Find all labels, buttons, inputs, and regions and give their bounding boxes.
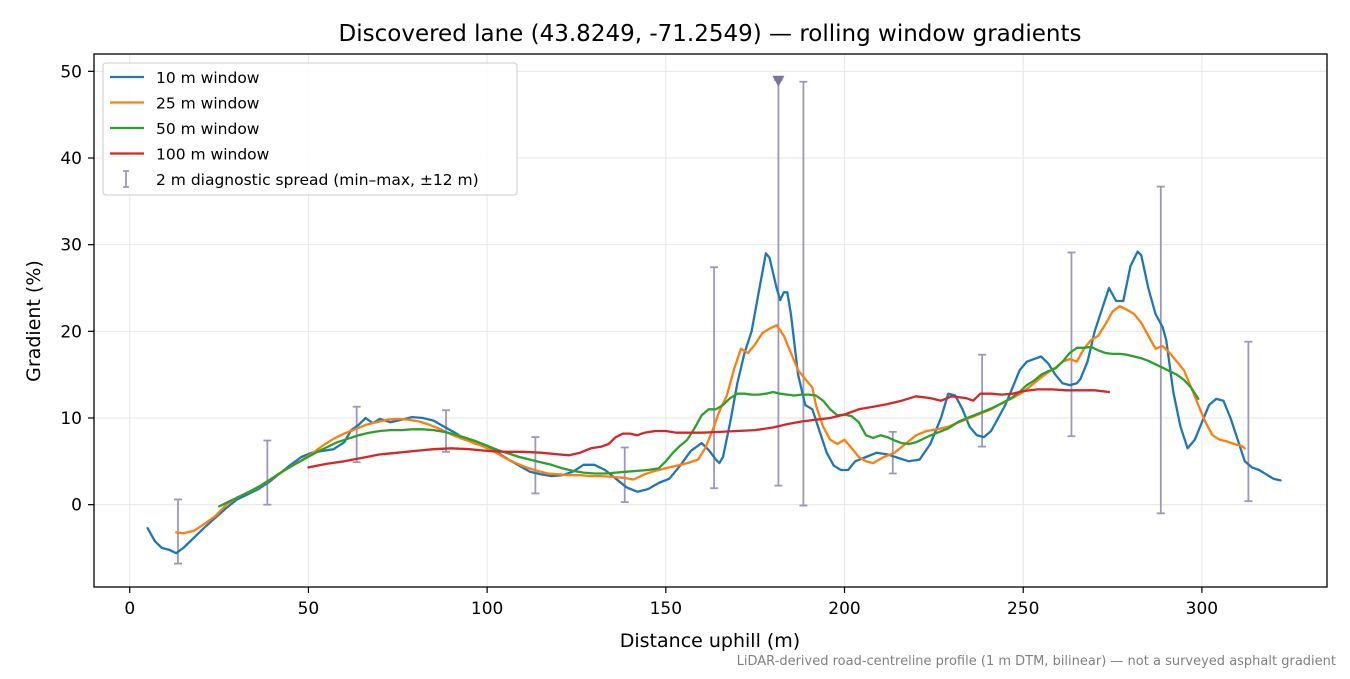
x-tick-label: 250	[1007, 599, 1039, 619]
peak-marker	[772, 75, 785, 87]
diagnostic-spread-bar	[352, 405, 361, 464]
x-tick-label: 50	[298, 599, 320, 619]
x-tick-label: 150	[650, 599, 682, 619]
diagnostic-spread-bar	[1156, 185, 1165, 515]
y-axis-label: Gradient (%)	[23, 260, 45, 382]
x-tick-label: 100	[471, 599, 503, 619]
y-tick-label: 30	[60, 236, 82, 256]
series-line-4	[307, 388, 1111, 469]
diagnostic-spread-bar	[1067, 251, 1076, 438]
series-line-2	[175, 305, 1246, 535]
diagnostic-spread-bar	[1244, 340, 1253, 503]
line-layer	[146, 250, 1282, 555]
diagnostic-spread-bar	[263, 439, 272, 506]
legend-box	[102, 62, 518, 196]
diagnostic-spread-bar	[799, 80, 808, 507]
y-tick-label: 40	[60, 149, 82, 169]
x-tick-label: 300	[1186, 599, 1218, 619]
x-axis-label: Distance uphill (m)	[620, 630, 800, 652]
plot-frame	[93, 53, 1328, 588]
legend-label: 10 m window	[156, 69, 260, 87]
legend-label: 2 m diagnostic spread (min–max, ±12 m)	[156, 171, 479, 189]
legend-label: 50 m window	[156, 120, 260, 138]
legend-label: 100 m window	[156, 146, 270, 164]
diagnostic-spread-bar	[620, 446, 629, 503]
diagnostic-spread-bar	[978, 353, 987, 448]
legend-label: 25 m window	[156, 95, 260, 113]
errorbar-layer	[173, 79, 1253, 565]
x-tick-label: 200	[828, 599, 860, 619]
y-tick-label: 10	[60, 409, 82, 429]
y-tick-label: 20	[60, 322, 82, 342]
marker-layer	[772, 75, 785, 87]
footnote: LiDAR-derived road-centreline profile (1…	[737, 654, 1336, 669]
y-tick-label: 50	[60, 62, 82, 82]
x-tick-label: 0	[124, 599, 135, 619]
y-tick-label: 0	[71, 496, 82, 516]
tick-layer: 0 50 100 150 200 250 300 0 10 20 30 40 50	[60, 62, 1218, 619]
series-line-1	[146, 250, 1282, 555]
chart-title: Discovered lane (43.8249, -71.2549) — ro…	[339, 21, 1082, 47]
diagnostic-spread-bar	[531, 436, 540, 495]
series-line-3	[217, 345, 1200, 508]
legend: 10 m window 25 m window 50 m window 100 m w…	[102, 62, 518, 196]
diagnostic-spread-bar	[710, 266, 719, 490]
